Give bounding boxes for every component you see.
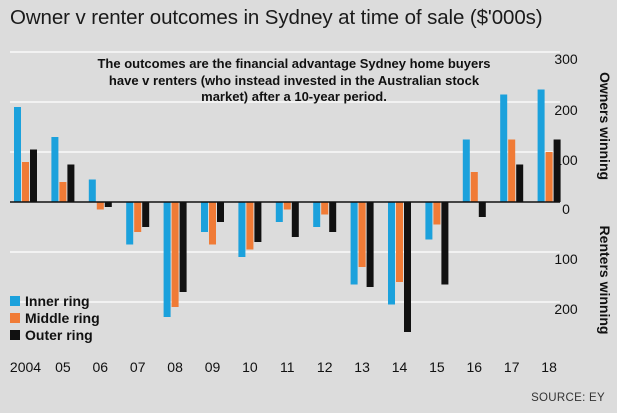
bar-outer-ring-07 <box>142 202 150 227</box>
bar-inner-ring-16 <box>462 139 470 202</box>
bar-outer-ring-15 <box>441 202 449 285</box>
source-note: SOURCE: EY <box>531 392 605 404</box>
bar-inner-ring-05 <box>51 137 59 202</box>
bar-outer-ring-12 <box>329 202 337 232</box>
bar-outer-ring-05 <box>67 164 75 202</box>
chart-title: Owner v renter outcomes in Sydney at tim… <box>10 6 543 29</box>
x-tick-label: 09 <box>205 359 221 375</box>
x-tick-label: 11 <box>280 359 295 375</box>
bar-inner-ring-13 <box>350 202 358 285</box>
bar-outer-ring-2004 <box>30 149 37 202</box>
x-tick-label: 2004 <box>10 359 41 375</box>
x-tick-label: 12 <box>317 359 333 375</box>
x-tick-label: 05 <box>55 359 71 375</box>
legend-swatch-middle <box>10 312 20 323</box>
bar-middle-ring-14 <box>396 202 403 282</box>
y-tick-label: 200 <box>554 102 578 118</box>
x-tick-label: 06 <box>93 359 109 375</box>
x-tick-label: 15 <box>429 359 445 375</box>
chart-subtitle: The outcomes are the financial advantage… <box>97 56 491 104</box>
legend-label-middle: Middle ring <box>25 309 100 326</box>
bar-inner-ring-09 <box>201 202 208 232</box>
x-tick-label: 16 <box>467 359 483 375</box>
x-tick-label: 18 <box>541 359 557 375</box>
bar-outer-ring-18 <box>553 139 561 202</box>
bar-inner-ring-17 <box>500 94 508 202</box>
bar-middle-ring-13 <box>358 202 366 267</box>
y-tick-label: 300 <box>554 51 578 67</box>
x-tick-label: 14 <box>392 359 408 375</box>
bar-middle-ring-11 <box>283 202 291 210</box>
bar-outer-ring-10 <box>254 202 262 242</box>
legend-label-outer: Outer ring <box>25 326 93 343</box>
bar-middle-ring-16 <box>470 172 478 202</box>
bar-inner-ring-12 <box>313 202 321 227</box>
bar-middle-ring-07 <box>134 202 142 232</box>
bar-outer-ring-17 <box>516 164 524 202</box>
bar-middle-ring-2004 <box>22 162 29 202</box>
bar-outer-ring-13 <box>366 202 374 287</box>
bar-middle-ring-17 <box>508 139 516 202</box>
y-tick-label: 0 <box>562 201 570 217</box>
y-tick-label: 100 <box>554 152 578 168</box>
bar-outer-ring-14 <box>404 202 411 332</box>
bar-outer-ring-16 <box>478 202 486 217</box>
bar-inner-ring-08 <box>163 202 171 317</box>
bar-outer-ring-09 <box>217 202 224 222</box>
bar-middle-ring-08 <box>171 202 179 307</box>
bar-outer-ring-06 <box>104 202 112 207</box>
bar-outer-ring-11 <box>291 202 299 237</box>
x-tick-label: 08 <box>167 359 183 375</box>
legend-item-outer: Outer ring <box>10 326 100 343</box>
y-tick-label: 100 <box>554 251 578 267</box>
renters-winning-label: Renters winning <box>597 226 613 335</box>
x-tick-label: 10 <box>242 359 258 375</box>
bar-inner-ring-07 <box>126 202 134 245</box>
legend-swatch-inner <box>10 295 20 306</box>
bar-outer-ring-08 <box>179 202 187 292</box>
legend-item-middle: Middle ring <box>10 309 100 326</box>
bar-middle-ring-10 <box>246 202 254 250</box>
bar-middle-ring-09 <box>209 202 216 245</box>
bar-middle-ring-12 <box>321 202 329 215</box>
legend-swatch-outer <box>10 329 20 340</box>
bar-inner-ring-06 <box>88 179 96 202</box>
legend: Inner ring Middle ring Outer ring <box>10 292 100 343</box>
x-tick-label: 07 <box>130 359 146 375</box>
bar-inner-ring-14 <box>388 202 395 305</box>
bar-inner-ring-10 <box>238 202 246 257</box>
bar-middle-ring-06 <box>96 202 104 210</box>
bar-middle-ring-05 <box>59 182 67 202</box>
bar-inner-ring-15 <box>425 202 433 240</box>
legend-label-inner: Inner ring <box>25 292 90 309</box>
y-tick-label: 200 <box>554 301 578 317</box>
bar-middle-ring-15 <box>433 202 441 225</box>
bar-inner-ring-18 <box>537 89 545 202</box>
x-tick-label: 17 <box>504 359 520 375</box>
owners-winning-label: Owners winning <box>597 72 613 180</box>
bar-inner-ring-11 <box>275 202 283 222</box>
bar-middle-ring-18 <box>545 152 553 202</box>
bar-inner-ring-2004 <box>14 107 21 202</box>
x-tick-label: 13 <box>354 359 370 375</box>
legend-item-inner: Inner ring <box>10 292 100 309</box>
